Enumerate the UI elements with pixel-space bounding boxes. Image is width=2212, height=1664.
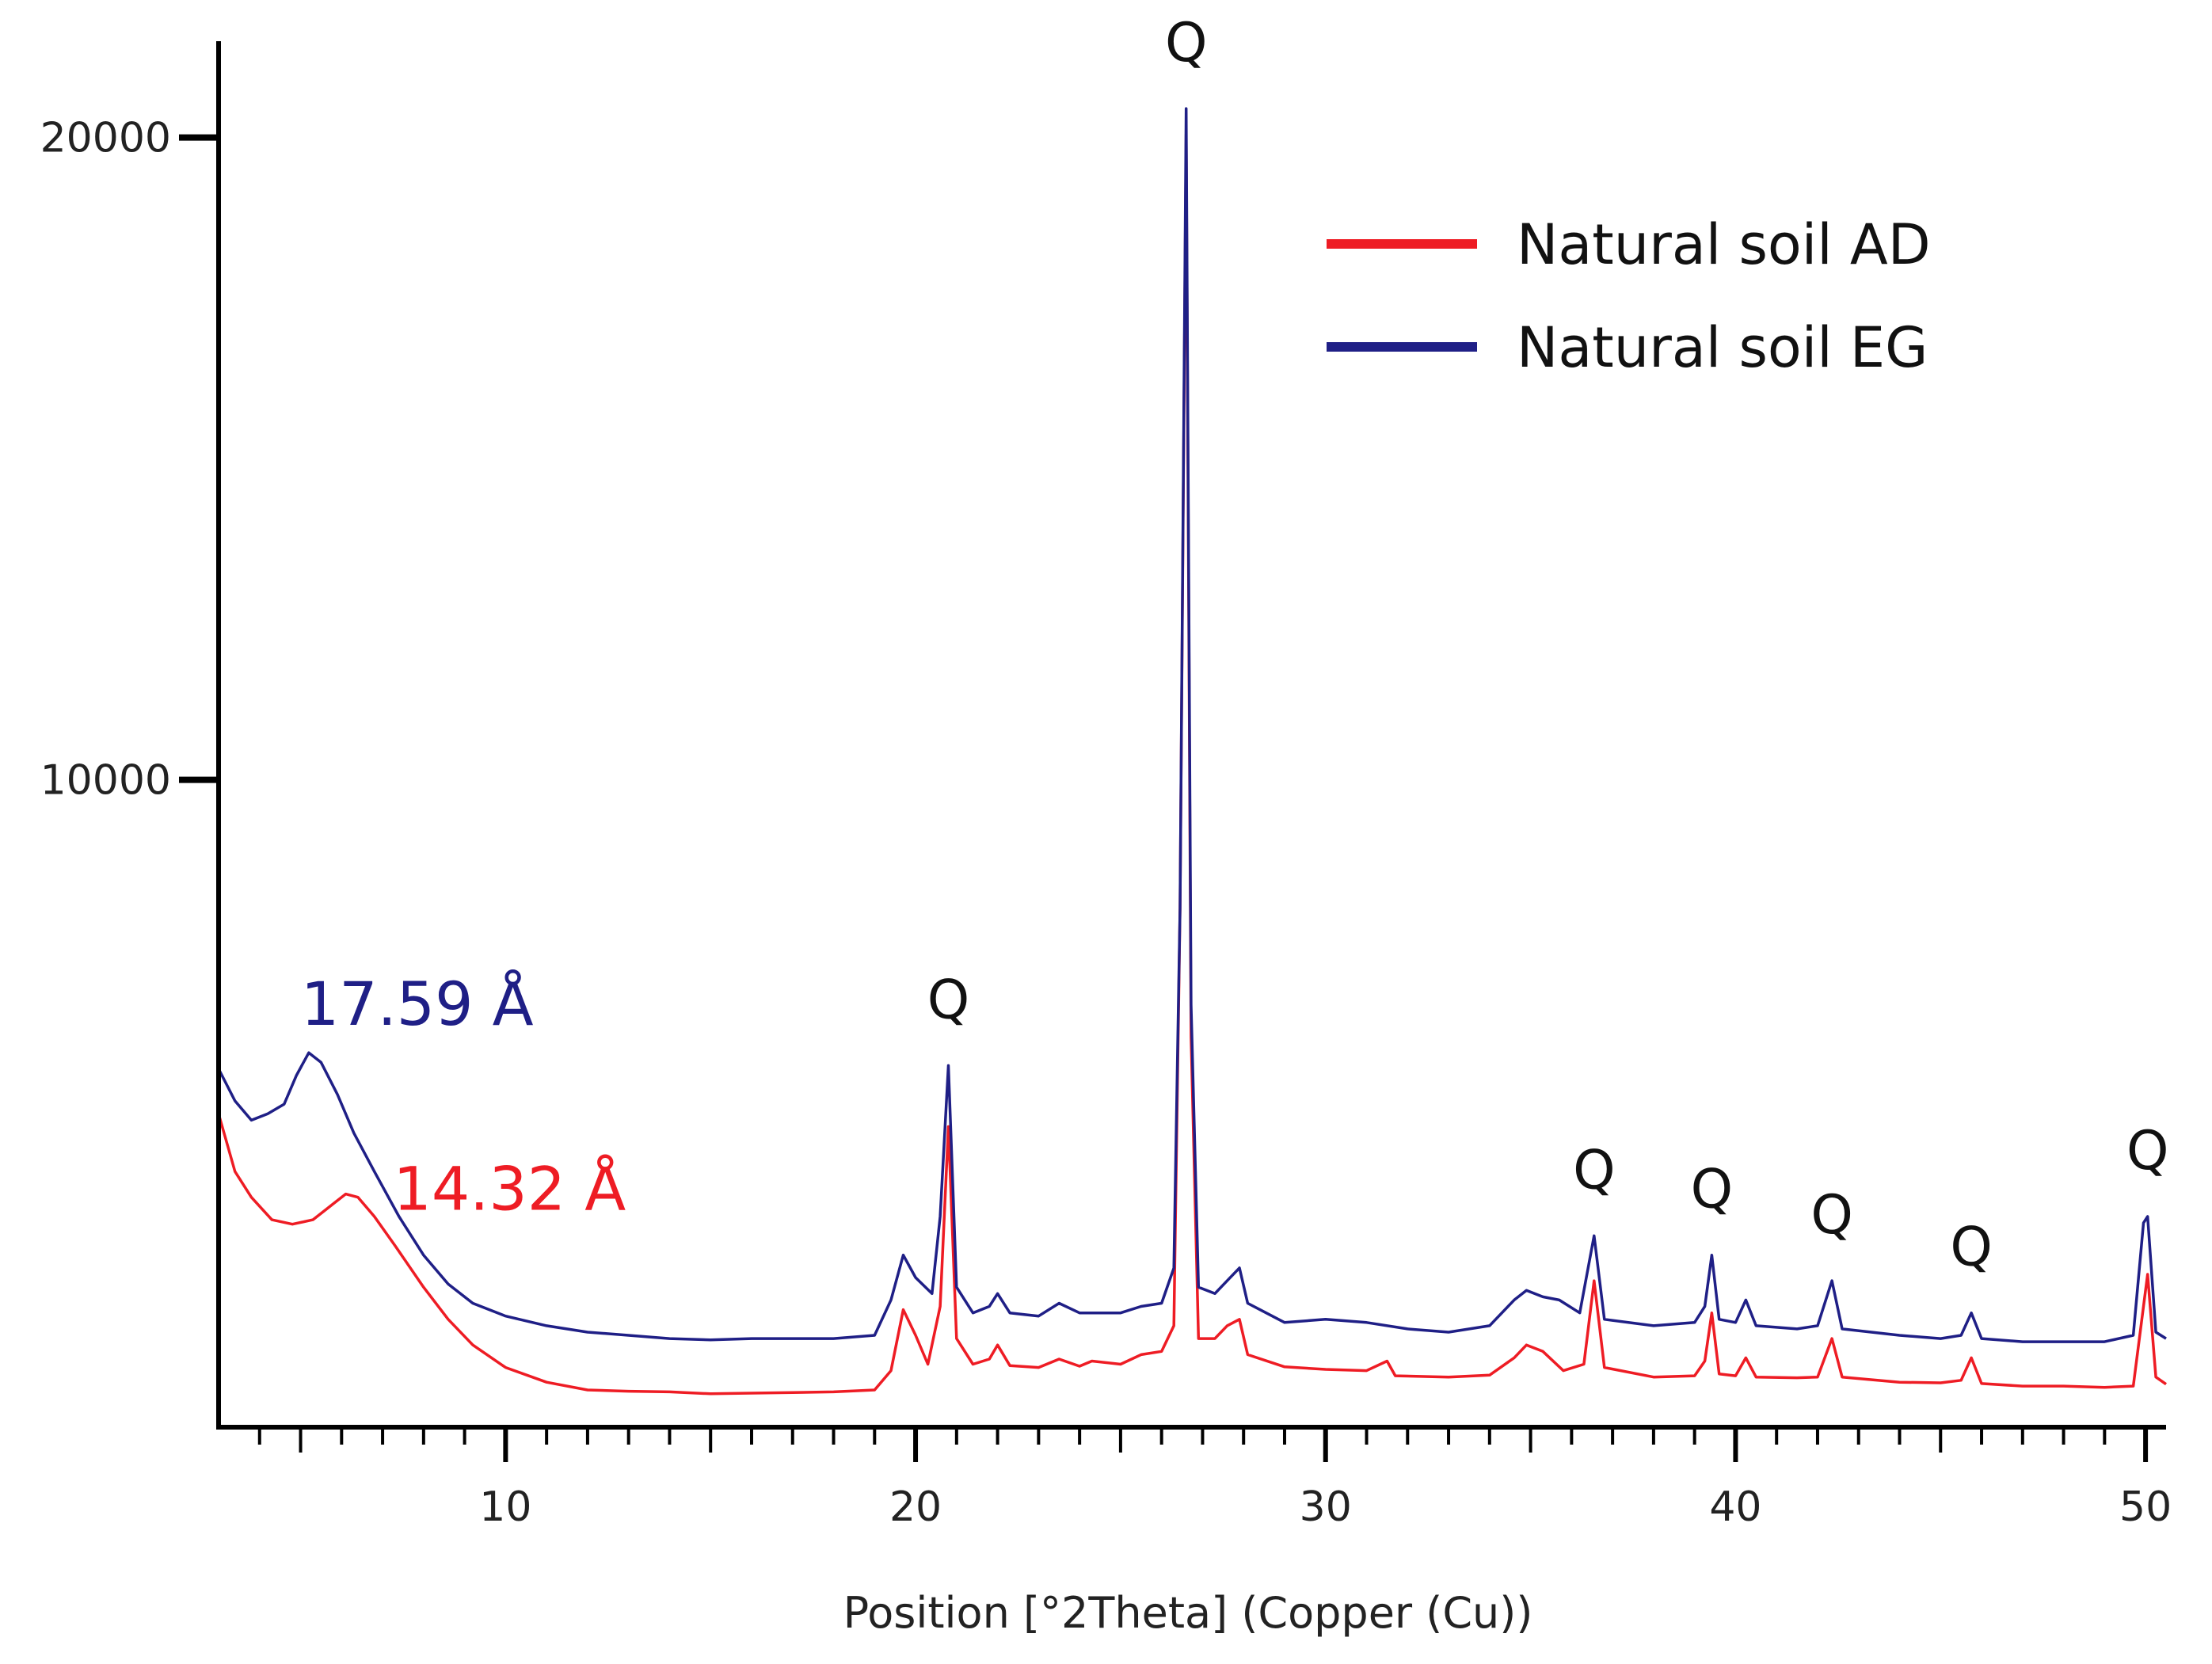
peak-label-q: Q [927, 969, 970, 1031]
x-tick-label: 40 [1709, 1483, 1761, 1531]
x-tick-label: 10 [479, 1483, 531, 1531]
legend-label-ad: Natural soil AD [1517, 212, 1931, 277]
peak-label-q: Q [1573, 1139, 1616, 1201]
x-axis-title: Position [°2Theta] (Copper (Cu)) [843, 1588, 1533, 1638]
peak-label-q: Q [1950, 1217, 1993, 1279]
d-spacing-label-eg: 17.59 Å [301, 969, 534, 1039]
legend: Natural soil AD Natural soil EG [1327, 212, 1931, 380]
peak-label-q: Q [2126, 1120, 2169, 1182]
series-layer [217, 107, 2168, 1396]
peak-label-q: Q [1165, 12, 1208, 74]
tick-layer: 10 20 30 40 50 10000 20000 [40, 115, 2172, 1531]
label-layer: Q Q Q Q Q Q Q 17.59 Å 14.32 Å [301, 12, 2169, 1279]
peak-label-q: Q [1810, 1184, 1853, 1247]
legend-label-eg: Natural soil EG [1517, 315, 1928, 380]
x-tick-label: 30 [1300, 1483, 1352, 1531]
x-tick-label: 20 [889, 1483, 942, 1531]
d-spacing-label-ad: 14.32 Å [393, 1154, 626, 1224]
y-tick-label: 10000 [40, 757, 171, 805]
peak-label-q: Q [1691, 1159, 1734, 1221]
y-tick-label: 20000 [40, 115, 171, 162]
series-line-natural-soil-eg [217, 107, 2167, 1343]
x-tick-label: 50 [2119, 1483, 2172, 1531]
